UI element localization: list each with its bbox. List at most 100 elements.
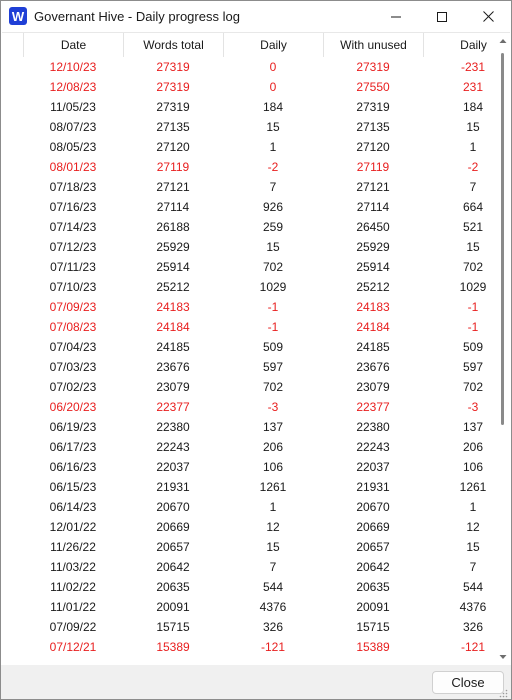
cell-words-total: 27120 <box>156 140 190 154</box>
cell-date: 11/03/22 <box>50 560 96 574</box>
svg-text:W: W <box>12 9 25 24</box>
minimize-button[interactable] <box>373 1 419 32</box>
table-row[interactable]: 06/17/23 22243 206 22243 206 <box>2 437 494 457</box>
cell-date: 07/09/23 <box>49 300 97 314</box>
table-row[interactable]: 07/08/23 24184 -1 24184 -1 <box>2 317 494 337</box>
cell-with-unused: 20091 <box>356 600 390 614</box>
table-row[interactable]: 07/18/23 27121 7 27121 7 <box>2 177 494 197</box>
table-row[interactable]: 07/11/23 25914 702 25914 702 <box>2 257 494 277</box>
close-window-button[interactable] <box>465 1 511 32</box>
table-row[interactable]: 12/10/23 27319 0 27319 -231 <box>2 57 494 77</box>
cell-with-unused: 23676 <box>356 360 390 374</box>
cell-words-total: 24183 <box>156 300 190 314</box>
scrollbar-thumb[interactable] <box>501 53 504 425</box>
cell-daily: 1 <box>269 140 277 154</box>
cell-words-total: 20091 <box>156 600 190 614</box>
cell-words-total: 20670 <box>156 500 190 514</box>
cell-with-unused: 27119 <box>356 160 390 174</box>
cell-daily-unused: 137 <box>462 420 484 434</box>
cell-daily-unused: 597 <box>462 360 484 374</box>
cell-with-unused: 27121 <box>356 180 390 194</box>
cell-words-total: 20669 <box>156 520 190 534</box>
cell-daily: 702 <box>262 380 284 394</box>
table-row[interactable]: 07/09/23 24183 -1 24183 -1 <box>2 297 494 317</box>
table-row[interactable]: 07/10/23 25212 1029 25212 1029 <box>2 277 494 297</box>
table-row[interactable]: 11/05/23 27319 184 27319 184 <box>2 97 494 117</box>
table-row[interactable]: 07/14/23 26188 259 26450 521 <box>2 217 494 237</box>
table-row[interactable]: 12/01/22 20669 12 20669 12 <box>2 517 494 537</box>
table-row[interactable]: 07/02/23 23079 702 23079 702 <box>2 377 494 397</box>
maximize-button[interactable] <box>419 1 465 32</box>
vertical-scrollbar[interactable] <box>496 33 510 665</box>
cell-daily: 184 <box>262 100 284 114</box>
cell-daily-unused: 231 <box>462 80 484 94</box>
cell-with-unused: 21931 <box>356 480 390 494</box>
table-body: 12/10/23 27319 0 27319 -231 12/08/23 27319 0 275… <box>2 57 494 657</box>
cell-daily: 1261 <box>259 480 287 494</box>
column-header-words-total[interactable]: Words total <box>123 33 223 57</box>
scroll-up-arrow-icon[interactable] <box>499 37 507 45</box>
table-row[interactable]: 06/16/23 22037 106 22037 106 <box>2 457 494 477</box>
table-row[interactable]: 07/12/23 25929 15 25929 15 <box>2 237 494 257</box>
cell-daily-unused: 544 <box>462 580 484 594</box>
table-row[interactable]: 11/02/22 20635 544 20635 544 <box>2 577 494 597</box>
dialog-footer: Close <box>1 665 511 699</box>
cell-date: 11/26/22 <box>50 540 96 554</box>
progress-table: Date Words total Daily With unused Daily… <box>2 32 510 666</box>
table-row[interactable]: 07/09/22 15715 326 15715 326 <box>2 617 494 637</box>
table-row[interactable]: 06/14/23 20670 1 20670 1 <box>2 497 494 517</box>
column-header-daily[interactable]: Daily <box>223 33 323 57</box>
cell-words-total: 15715 <box>156 620 190 634</box>
cell-daily: 259 <box>262 220 284 234</box>
cell-words-total: 25914 <box>156 260 190 274</box>
cell-words-total: 27319 <box>156 80 190 94</box>
scroll-down-arrow-icon[interactable] <box>499 653 507 661</box>
table-row[interactable]: 11/03/22 20642 7 20642 7 <box>2 557 494 577</box>
table-row[interactable]: 06/20/23 22377 -3 22377 -3 <box>2 397 494 417</box>
cell-date: 07/04/23 <box>49 340 97 354</box>
column-header-daily-unused[interactable]: Daily <box>423 33 510 57</box>
table-row[interactable]: 11/26/22 20657 15 20657 15 <box>2 537 494 557</box>
table-row[interactable]: 11/01/22 20091 4376 20091 4376 <box>2 597 494 617</box>
cell-date: 08/01/23 <box>49 160 97 174</box>
cell-daily-unused: 1 <box>469 140 477 154</box>
cell-words-total: 25212 <box>156 280 190 294</box>
minimize-icon <box>391 16 401 17</box>
cell-with-unused: 27114 <box>356 200 390 214</box>
table-row[interactable]: 07/04/23 24185 509 24185 509 <box>2 337 494 357</box>
cell-daily-unused: 15 <box>466 540 480 554</box>
table-row[interactable]: 08/01/23 27119 -2 27119 -2 <box>2 157 494 177</box>
title-bar[interactable]: W Governant Hive - Daily progress log <box>1 1 511 32</box>
cell-words-total: 20642 <box>156 560 190 574</box>
cell-words-total: 26188 <box>156 220 190 234</box>
cell-daily-unused: 15 <box>466 240 480 254</box>
cell-with-unused: 15715 <box>356 620 390 634</box>
cell-daily: 544 <box>262 580 284 594</box>
cell-date: 12/08/23 <box>49 80 97 94</box>
cell-with-unused: 27135 <box>356 120 390 134</box>
cell-date: 11/05/23 <box>50 100 96 114</box>
table-row[interactable]: 06/15/23 21931 1261 21931 1261 <box>2 477 494 497</box>
table-row[interactable]: 12/08/23 27319 0 27550 231 <box>2 77 494 97</box>
cell-daily-unused: 206 <box>462 440 484 454</box>
cell-date: 06/15/23 <box>49 480 97 494</box>
cell-words-total: 22380 <box>156 420 190 434</box>
column-header-date[interactable]: Date <box>23 33 123 57</box>
cell-date: 07/18/23 <box>49 180 97 194</box>
cell-date: 07/12/23 <box>49 240 97 254</box>
table-row[interactable]: 06/19/23 22380 137 22380 137 <box>2 417 494 437</box>
column-header-with-unused[interactable]: With unused <box>323 33 423 57</box>
table-row[interactable]: 08/07/23 27135 15 27135 15 <box>2 117 494 137</box>
table-row[interactable]: 08/05/23 27120 1 27120 1 <box>2 137 494 157</box>
resize-grip-icon[interactable] <box>499 689 508 698</box>
cell-date: 07/14/23 <box>49 220 97 234</box>
cell-daily-unused: 702 <box>462 260 484 274</box>
table-row[interactable]: 07/03/23 23676 597 23676 597 <box>2 357 494 377</box>
cell-date: 12/01/22 <box>49 520 97 534</box>
table-row[interactable]: 07/12/21 15389 -121 15389 -121 <box>2 637 494 657</box>
cell-daily: 137 <box>262 420 284 434</box>
cell-daily-unused: 1261 <box>459 480 487 494</box>
table-row[interactable]: 07/16/23 27114 926 27114 664 <box>2 197 494 217</box>
close-button[interactable]: Close <box>432 671 504 694</box>
